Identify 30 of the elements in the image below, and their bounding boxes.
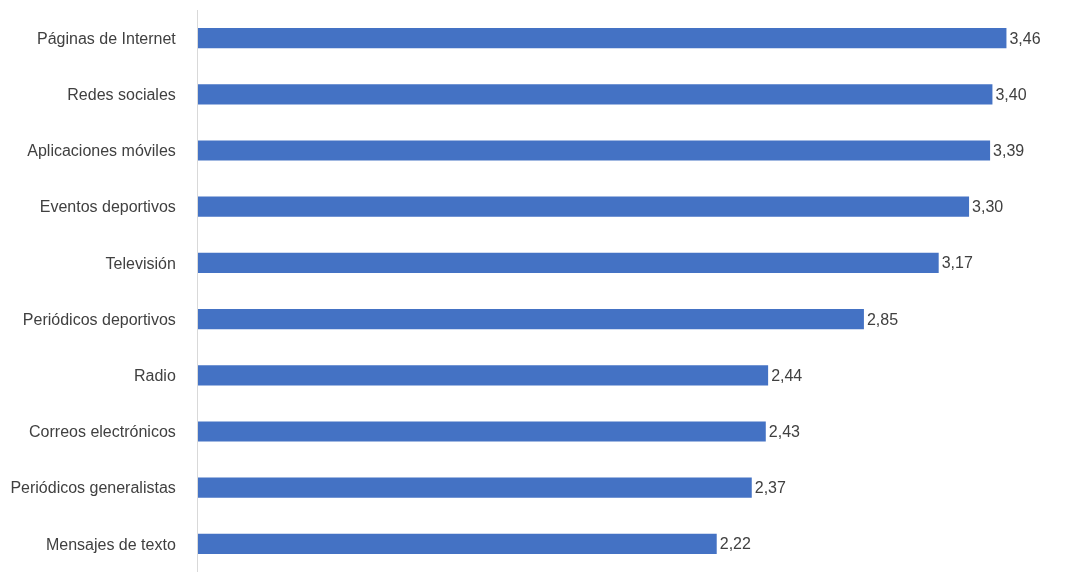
data-label: 3,17: [941, 254, 973, 272]
y-tick-label: Aplicaciones móviles: [27, 142, 176, 160]
data-label: 3,39: [993, 142, 1025, 159]
y-tick-label: Periódicos deportivos: [22, 310, 176, 328]
bar: [198, 196, 970, 217]
bar: [198, 308, 864, 330]
bar: [198, 252, 939, 274]
bar: [198, 140, 991, 161]
y-tick-label: Radio: [133, 366, 176, 384]
bar: [198, 27, 1007, 49]
y-tick-label: Redes sociales: [67, 85, 176, 103]
data-label: 3,46: [1009, 29, 1041, 47]
data-label: 3,30: [972, 198, 1004, 216]
bar: [198, 365, 769, 386]
data-label: 3,40: [995, 85, 1027, 103]
bar: [198, 84, 993, 105]
bar: [198, 421, 766, 442]
data-label: 2,37: [754, 479, 786, 497]
y-tick-label: Televisión: [105, 254, 176, 272]
y-tick-label: Mensajes de texto: [45, 535, 176, 553]
y-tick-label: Correos electrónicos: [29, 423, 176, 441]
y-tick-label: Páginas de Internet: [37, 29, 177, 47]
bar: [198, 477, 752, 498]
data-label: 2,85: [866, 310, 899, 328]
data-label: 2,22: [719, 535, 751, 553]
data-label: 2,43: [768, 423, 801, 440]
bar: [198, 533, 717, 555]
y-tick-label: Eventos deportivos: [39, 198, 176, 216]
data-label: 2,44: [771, 366, 803, 384]
y-tick-label: Periódicos generalistas: [10, 479, 176, 497]
